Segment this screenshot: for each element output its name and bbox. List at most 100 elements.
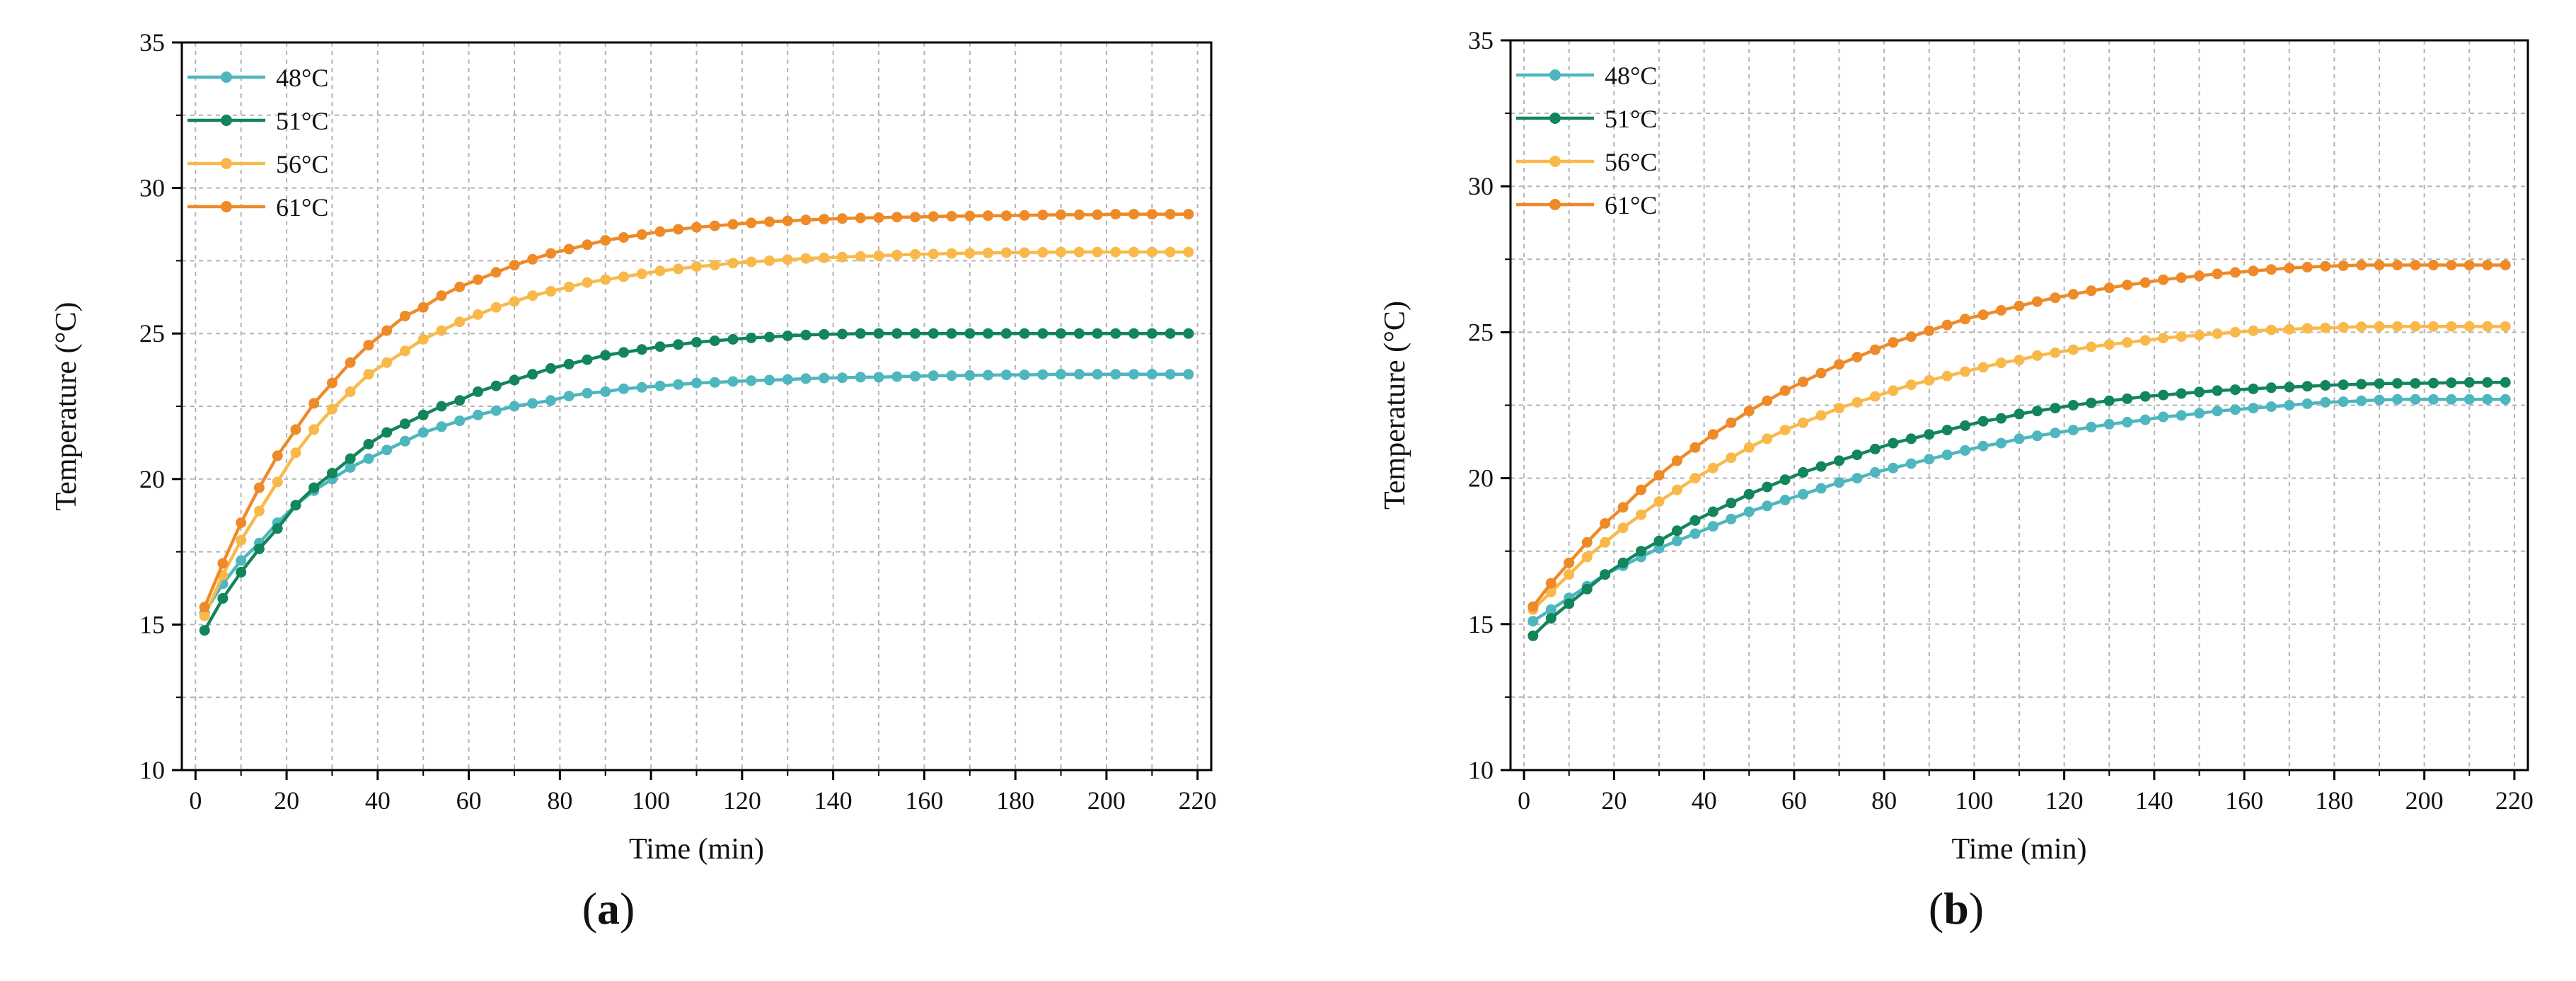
data-point — [1636, 484, 1646, 495]
data-point — [2410, 394, 2421, 405]
data-point — [2067, 344, 2079, 355]
y-tick-label: 30 — [139, 174, 165, 202]
data-point — [2284, 323, 2295, 335]
data-point — [855, 372, 866, 383]
data-point — [236, 555, 247, 566]
data-point — [473, 409, 483, 420]
data-point — [2356, 395, 2367, 406]
data-point — [764, 374, 775, 386]
data-point — [1617, 557, 1629, 568]
grid — [1511, 40, 2528, 770]
data-point — [2284, 400, 2295, 411]
data-point — [691, 222, 702, 233]
data-point — [363, 439, 374, 449]
data-point — [272, 450, 283, 461]
data-point — [2248, 265, 2259, 277]
data-point — [2482, 394, 2493, 405]
data-point — [709, 220, 720, 231]
data-point — [1762, 433, 1773, 444]
legend-marker — [1549, 113, 1561, 124]
data-point — [490, 267, 502, 278]
data-point — [1600, 569, 1611, 580]
data-point — [1852, 473, 1863, 484]
data-point — [509, 296, 520, 307]
data-point — [400, 435, 410, 447]
data-point — [1977, 440, 1989, 452]
data-point — [2374, 394, 2385, 406]
data-point — [1019, 247, 1030, 258]
data-point — [746, 256, 757, 268]
data-point — [837, 328, 848, 340]
data-point — [327, 468, 337, 479]
data-point — [1852, 352, 1863, 362]
data-point — [1128, 246, 1140, 258]
data-point — [2122, 416, 2133, 428]
data-point — [2067, 425, 2079, 436]
data-point — [2464, 260, 2475, 270]
data-point — [1869, 344, 1881, 355]
data-point — [2320, 396, 2331, 408]
data-point — [819, 252, 830, 263]
x-axis-title: Time (min) — [629, 833, 764, 866]
data-point — [199, 610, 210, 621]
y-tick-label: 15 — [1468, 610, 1494, 638]
y-tick-label: 15 — [139, 610, 165, 638]
data-point — [363, 453, 374, 464]
data-point — [345, 386, 356, 397]
data-point — [236, 534, 247, 546]
data-point — [1564, 557, 1575, 568]
data-point — [2086, 285, 2097, 297]
data-point — [1779, 495, 1791, 505]
data-point — [1128, 369, 1140, 380]
data-point — [983, 247, 993, 258]
data-point — [1146, 369, 1157, 380]
data-point — [1128, 209, 1140, 220]
data-point — [1581, 583, 1593, 595]
data-point — [600, 274, 611, 285]
data-point — [946, 248, 957, 259]
data-point — [199, 602, 210, 613]
data-point — [1707, 521, 1719, 532]
data-point — [1888, 437, 1899, 449]
data-point — [2067, 289, 2079, 300]
data-point — [1600, 537, 1611, 548]
data-point — [363, 340, 374, 351]
data-point — [2014, 355, 2025, 366]
data-point — [272, 476, 283, 488]
data-point — [1019, 210, 1030, 221]
data-point — [1726, 452, 1737, 464]
data-point — [618, 271, 629, 282]
data-point — [490, 302, 502, 313]
data-point — [2122, 280, 2133, 291]
y-axis-title: Temperature (°C) — [50, 302, 83, 511]
data-point — [1564, 569, 1575, 580]
legend-marker — [1549, 69, 1561, 81]
data-point — [1128, 328, 1140, 339]
legend-label: 48°C — [1605, 62, 1657, 90]
data-point — [2139, 414, 2151, 425]
x-tick-label: 80 — [547, 786, 572, 815]
data-point — [2284, 382, 2295, 393]
data-point — [1762, 395, 1773, 406]
data-point — [2482, 260, 2493, 270]
data-point — [983, 328, 993, 339]
panel-label: (b) — [1929, 883, 1984, 934]
x-tick-label: 20 — [274, 786, 299, 815]
data-point — [1037, 369, 1049, 380]
data-point — [2265, 382, 2277, 394]
data-point — [1110, 246, 1121, 258]
data-point — [2338, 379, 2349, 391]
data-point — [582, 354, 593, 365]
data-point — [673, 224, 684, 235]
data-point — [1056, 328, 1066, 339]
data-point — [2212, 385, 2223, 396]
series-61°C — [199, 209, 1194, 613]
data-point — [910, 328, 920, 339]
data-point — [1545, 578, 1556, 589]
data-point — [1690, 528, 1701, 539]
data-point — [1960, 444, 1971, 456]
legend: 48°C 51°C 56°C 61°C — [1516, 62, 1657, 219]
data-point — [819, 328, 830, 340]
data-point — [1000, 210, 1012, 222]
data-point — [545, 286, 556, 297]
